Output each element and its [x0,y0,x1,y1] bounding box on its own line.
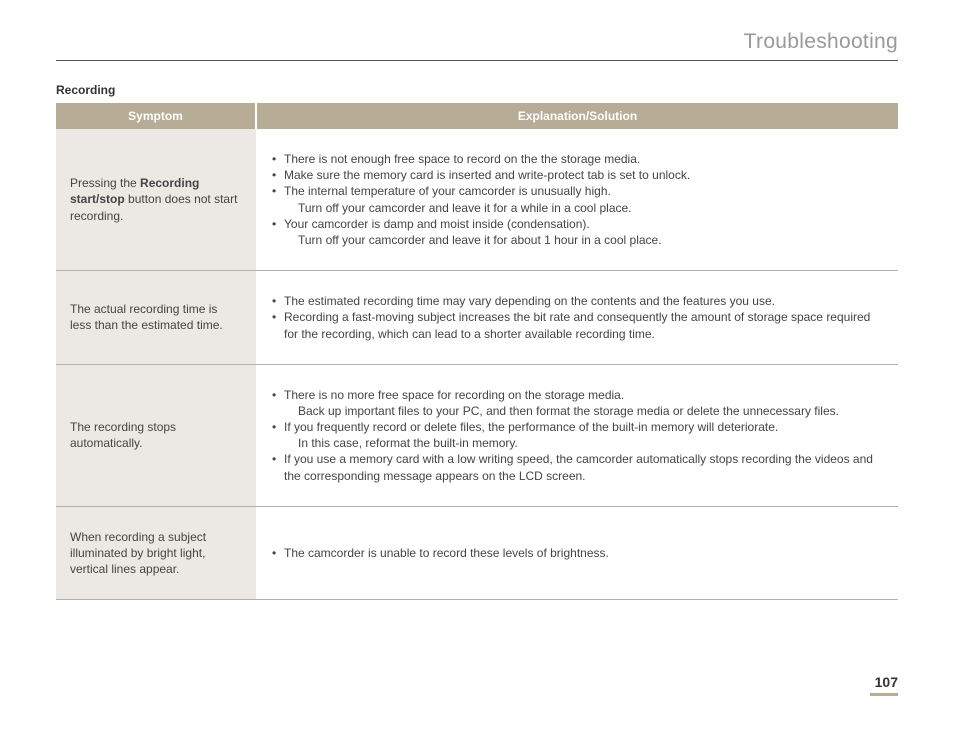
bullet-text: There is not enough free space to record… [284,152,640,166]
explanation-list: The estimated recording time may vary de… [270,293,884,342]
list-item: If you frequently record or delete files… [270,419,884,451]
table-header-row: Symptom Explanation/Solution [56,103,898,129]
list-item: Your camcorder is damp and moist inside … [270,216,884,248]
symptom-text-pre: Pressing the [70,176,140,190]
list-item: If you use a memory card with a low writ… [270,451,884,483]
list-item: Make sure the memory card is inserted an… [270,167,884,183]
table-row: Pressing the Recording start/stop button… [56,129,898,271]
bullet-text: If you use a memory card with a low writ… [284,452,873,482]
section-label: Recording [56,83,898,97]
page-title: Troubleshooting [56,30,898,54]
col-header-symptom: Symptom [56,103,256,129]
bullet-text: Recording a fast-moving subject increase… [284,310,870,340]
bullet-text: There is no more free space for recordin… [284,388,624,402]
explanation-cell: There is no more free space for recordin… [256,364,898,506]
symptom-cell: The recording stops automatically. [56,364,256,506]
explanation-list: The camcorder is unable to record these … [270,545,884,561]
bullet-subtext: Back up important files to your PC, and … [284,403,884,419]
list-item: There is not enough free space to record… [270,151,884,167]
explanation-cell: There is not enough free space to record… [256,129,898,271]
bullet-text: The internal temperature of your camcord… [284,184,611,198]
explanation-cell: The estimated recording time may vary de… [256,271,898,365]
page-number: 107 [870,674,898,696]
bullet-subtext: Turn off your camcorder and leave it for… [284,200,884,216]
bullet-text: Make sure the memory card is inserted an… [284,168,690,182]
bullet-subtext: In this case, reformat the built-in memo… [284,435,884,451]
list-item: The internal temperature of your camcord… [270,183,884,215]
bullet-text: The estimated recording time may vary de… [284,294,775,308]
explanation-list: There is not enough free space to record… [270,151,884,248]
symptom-cell: When recording a subject illuminated by … [56,506,256,600]
bullet-subtext: Turn off your camcorder and leave it for… [284,232,884,248]
list-item: Recording a fast-moving subject increase… [270,309,884,341]
bullet-text: The camcorder is unable to record these … [284,546,609,560]
bullet-text: If you frequently record or delete files… [284,420,778,434]
list-item: There is no more free space for recordin… [270,387,884,419]
table-row: The actual recording time is less than t… [56,271,898,365]
bullet-text: Your camcorder is damp and moist inside … [284,217,590,231]
list-item: The estimated recording time may vary de… [270,293,884,309]
page-number-bar [870,693,898,696]
troubleshooting-table: Symptom Explanation/Solution Pressing th… [56,103,898,600]
explanation-list: There is no more free space for recordin… [270,387,884,484]
col-header-explanation: Explanation/Solution [256,103,898,129]
list-item: The camcorder is unable to record these … [270,545,884,561]
explanation-cell: The camcorder is unable to record these … [256,506,898,600]
symptom-cell: The actual recording time is less than t… [56,271,256,365]
symptom-cell: Pressing the Recording start/stop button… [56,129,256,271]
page-number-value: 107 [870,674,898,690]
title-rule [56,60,898,61]
table-row: The recording stops automatically. There… [56,364,898,506]
table-row: When recording a subject illuminated by … [56,506,898,600]
